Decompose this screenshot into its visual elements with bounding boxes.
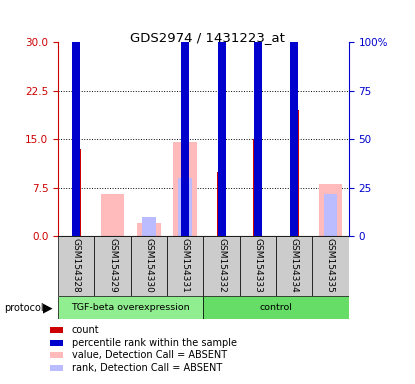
Bar [253,139,262,236]
Text: GSM154328: GSM154328 [72,238,81,293]
Text: GSM154331: GSM154331 [181,238,190,293]
Text: GSM154332: GSM154332 [217,238,226,293]
Bar [312,236,349,296]
Bar [178,178,192,236]
Bar [254,23,262,236]
Bar [142,217,156,236]
Bar [181,42,189,236]
Bar [173,142,197,236]
Text: GSM154333: GSM154333 [253,238,262,293]
Text: GSM154334: GSM154334 [290,238,299,293]
Bar [95,236,131,296]
Bar [50,353,63,358]
Bar [50,365,63,371]
Bar [137,223,161,236]
Bar [290,0,298,236]
Bar [58,296,203,319]
Bar [217,42,225,236]
Bar [101,194,124,236]
Text: GSM154330: GSM154330 [144,238,154,293]
Bar [50,328,63,333]
Text: rank, Detection Call = ABSENT: rank, Detection Call = ABSENT [72,363,222,373]
Bar [276,236,312,296]
Bar [240,236,276,296]
Bar [50,340,63,346]
Bar [167,236,203,296]
Bar [58,236,95,296]
Bar [324,194,337,236]
Bar [290,110,299,236]
Text: control: control [259,303,293,312]
Text: GDS2974 / 1431223_at: GDS2974 / 1431223_at [130,31,285,45]
Text: protocol: protocol [4,303,44,313]
Text: percentile rank within the sample: percentile rank within the sample [72,338,237,348]
Bar [203,236,240,296]
Bar [72,42,80,236]
Text: TGF-beta overexpression: TGF-beta overexpression [71,303,190,312]
Text: GSM154329: GSM154329 [108,238,117,293]
Text: count: count [72,325,100,335]
Bar [319,184,342,236]
Bar [131,236,167,296]
Text: value, Detection Call = ABSENT: value, Detection Call = ABSENT [72,350,227,360]
Bar [72,149,81,236]
Bar [203,296,349,319]
Text: GSM154335: GSM154335 [326,238,335,293]
Text: ▶: ▶ [43,301,53,314]
Bar [217,172,226,236]
